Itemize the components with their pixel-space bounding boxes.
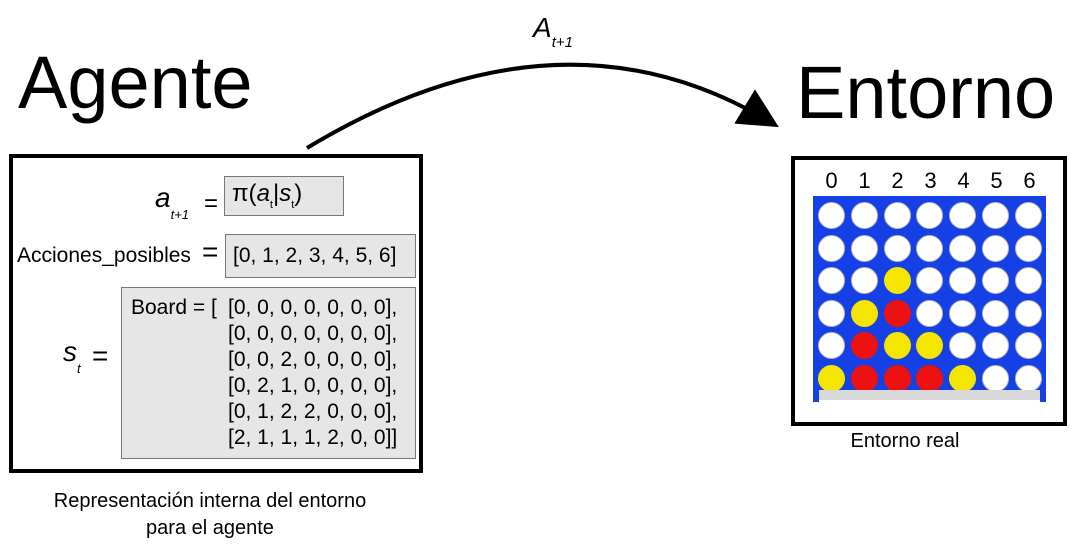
empty-slot (1014, 365, 1042, 392)
red-disc (916, 365, 944, 392)
yellow-disc (850, 299, 878, 327)
empty-slot (818, 202, 845, 229)
empty-slot (1014, 299, 1042, 327)
empty-slot (949, 332, 977, 360)
empty-slot (982, 299, 1009, 327)
policy-expression: π(at|st) (232, 180, 303, 211)
agent-caption-line1: Representación interna del entorno (53, 490, 367, 512)
empty-slot (818, 267, 845, 295)
agent-title: Agente (18, 41, 253, 124)
state-lhs: st (63, 336, 81, 376)
policy-lhs: at+1 (155, 182, 190, 222)
possible-actions-label: Acciones_posibles (17, 244, 191, 267)
column-label: 6 (1023, 168, 1036, 193)
yellow-disc (949, 365, 977, 392)
empty-slot (982, 365, 1009, 392)
connect-four-board (813, 196, 1046, 392)
board-row: [0, 0, 2, 0, 0, 0, 0], (228, 348, 398, 371)
board-state-box (121, 287, 416, 459)
board-leg-right (1040, 390, 1046, 402)
policy-box (224, 176, 344, 216)
empty-slot (949, 299, 977, 327)
empty-slot (949, 202, 977, 229)
empty-slot (850, 234, 878, 262)
empty-slot (818, 299, 845, 327)
yellow-disc (916, 332, 944, 360)
empty-slot (982, 267, 1009, 295)
column-label: 2 (891, 168, 904, 193)
environment-title: Entorno (796, 51, 1056, 134)
empty-slot (916, 299, 944, 327)
column-label: 5 (990, 168, 1003, 193)
red-disc (850, 365, 878, 392)
empty-slot (818, 332, 845, 360)
empty-slot (1014, 267, 1042, 295)
agent-caption: Representación interna del entorno para … (20, 488, 400, 542)
board-row: [0, 1, 2, 2, 0, 0, 0], (228, 400, 398, 423)
empty-slot (1014, 234, 1042, 262)
column-label: 0 (825, 168, 838, 193)
board-row: [0, 2, 1, 0, 0, 0, 0], (228, 374, 398, 397)
empty-slot (916, 202, 944, 229)
policy-equals: = (204, 190, 219, 217)
action-label: At+1 (533, 12, 573, 51)
possible-actions-equals: = (202, 236, 219, 267)
board-state-matrix: Board = [[0, 0, 0, 0, 0, 0, 0], [0, 0, 0… (131, 295, 397, 451)
board-row: [2, 1, 1, 1, 2, 0, 0]] (228, 426, 398, 449)
empty-slot (982, 332, 1009, 360)
empty-slot (850, 202, 878, 229)
empty-slot (916, 267, 944, 295)
environment-caption: Entorno real (850, 430, 960, 452)
empty-slot (883, 234, 911, 262)
empty-slot (1014, 332, 1042, 360)
board-base (813, 390, 1046, 400)
state-equals: = (92, 340, 109, 371)
red-disc (883, 365, 911, 392)
board-row: [0, 0, 0, 0, 0, 0, 0], (228, 322, 398, 345)
agent-caption-line2: para el agente (146, 517, 274, 539)
column-label: 3 (924, 168, 937, 193)
board-prefix: Board = [ (131, 296, 217, 319)
yellow-disc (883, 267, 911, 295)
empty-slot (1014, 202, 1042, 229)
empty-slot (982, 234, 1009, 262)
possible-actions-box (225, 234, 416, 278)
empty-slot (916, 234, 944, 262)
empty-slot (982, 202, 1009, 229)
empty-slot (850, 267, 878, 295)
yellow-disc (883, 332, 911, 360)
red-disc (883, 299, 911, 327)
column-label: 1 (858, 168, 871, 193)
red-disc (850, 332, 878, 360)
empty-slot (949, 267, 977, 295)
yellow-disc (818, 365, 845, 392)
empty-slot (818, 234, 845, 262)
empty-slot (883, 202, 911, 229)
board-leg-left (813, 390, 819, 402)
board-row: Board = [[0, 0, 0, 0, 0, 0, 0], (131, 296, 398, 319)
column-label: 4 (957, 168, 970, 193)
possible-actions-value: [0, 1, 2, 3, 4, 5, 6] (233, 244, 397, 267)
empty-slot (949, 234, 977, 262)
